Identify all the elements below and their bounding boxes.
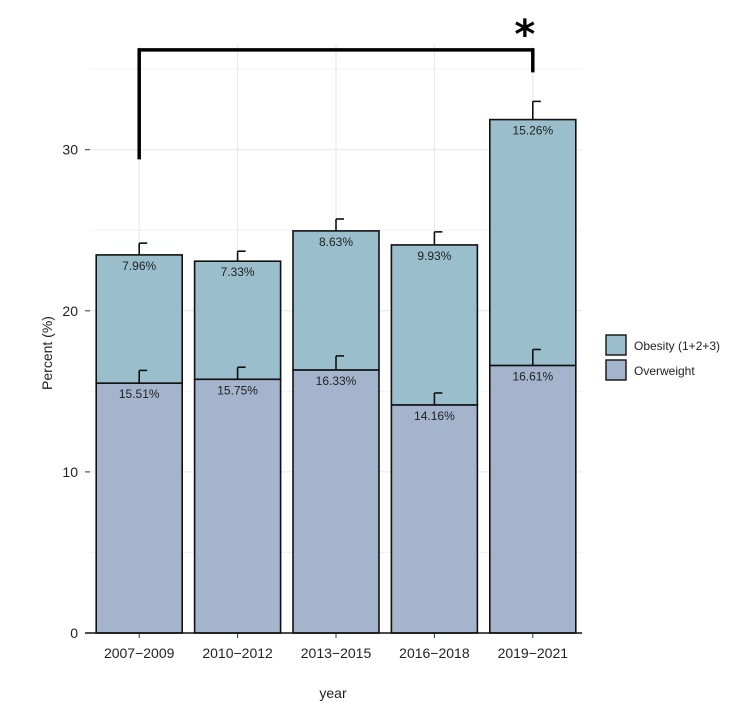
bar-overweight bbox=[488, 364, 577, 634]
bar-obesity bbox=[193, 260, 282, 381]
legend-swatch bbox=[605, 359, 627, 381]
x-tick-label: 2016−2018 bbox=[399, 645, 470, 661]
error-bar-obesity bbox=[433, 231, 443, 245]
error-bar-overweight bbox=[236, 366, 246, 380]
error-bar-overweight bbox=[138, 369, 148, 384]
data-label-obesity: 15.26% bbox=[512, 124, 553, 138]
legend-swatch bbox=[605, 334, 627, 356]
data-label-obesity: 7.96% bbox=[122, 259, 156, 273]
x-tick-label: 2007−2009 bbox=[104, 645, 175, 661]
x-tick-label: 2019−2021 bbox=[498, 645, 569, 661]
data-label-obesity: 8.63% bbox=[319, 235, 353, 249]
error-bar-overweight bbox=[433, 392, 443, 405]
error-bar-overweight bbox=[531, 348, 541, 366]
y-tick-label: 20 bbox=[62, 303, 78, 319]
x-axis-title: year bbox=[319, 685, 347, 701]
bar-overweight bbox=[390, 404, 479, 634]
x-tick-label: 2010−2012 bbox=[202, 645, 273, 661]
significance-bracket bbox=[137, 48, 535, 160]
data-label-obesity: 7.33% bbox=[221, 265, 255, 279]
bar-overweight bbox=[193, 378, 282, 634]
legend-label: Overweight bbox=[634, 364, 695, 378]
y-axis-title: Percent (%) bbox=[39, 316, 55, 390]
y-tick-label: 10 bbox=[62, 464, 78, 480]
bar-overweight bbox=[95, 382, 183, 634]
bar-obesity bbox=[390, 244, 479, 406]
bar-overweight bbox=[292, 369, 380, 634]
data-label-overweight: 16.33% bbox=[316, 374, 357, 388]
y-tick-label: 0 bbox=[70, 625, 78, 641]
error-bar-obesity bbox=[531, 100, 541, 120]
error-bar-overweight bbox=[335, 355, 344, 370]
legend-label: Obesity (1+2+3) bbox=[634, 339, 720, 353]
y-tick-label: 30 bbox=[62, 142, 78, 158]
legend: Obesity (1+2+3) Overweight bbox=[605, 334, 720, 381]
bars: 15.51% 7.96% 15.75% 7.33% 16.33% 8.63% 14.16% 9… bbox=[95, 100, 577, 634]
data-label-overweight: 15.51% bbox=[119, 387, 160, 401]
data-label-obesity: 9.93% bbox=[417, 249, 451, 263]
error-bar-obesity bbox=[335, 218, 344, 231]
significance-star: * bbox=[514, 12, 535, 58]
error-bar-obesity bbox=[138, 242, 148, 255]
x-tick-label: 2013−2015 bbox=[301, 645, 372, 661]
error-bar-obesity bbox=[236, 250, 246, 262]
axes: year Percent (%) 0 10 20 30 2007−2009 2010−20… bbox=[39, 142, 582, 701]
data-label-overweight: 14.16% bbox=[414, 409, 455, 423]
bar-obesity bbox=[292, 230, 380, 371]
bar-obesity bbox=[488, 118, 577, 367]
data-label-overweight: 16.61% bbox=[512, 369, 553, 383]
significance-annotation: * bbox=[137, 12, 535, 160]
bar-obesity bbox=[95, 254, 183, 384]
data-label-overweight: 15.75% bbox=[217, 383, 258, 397]
